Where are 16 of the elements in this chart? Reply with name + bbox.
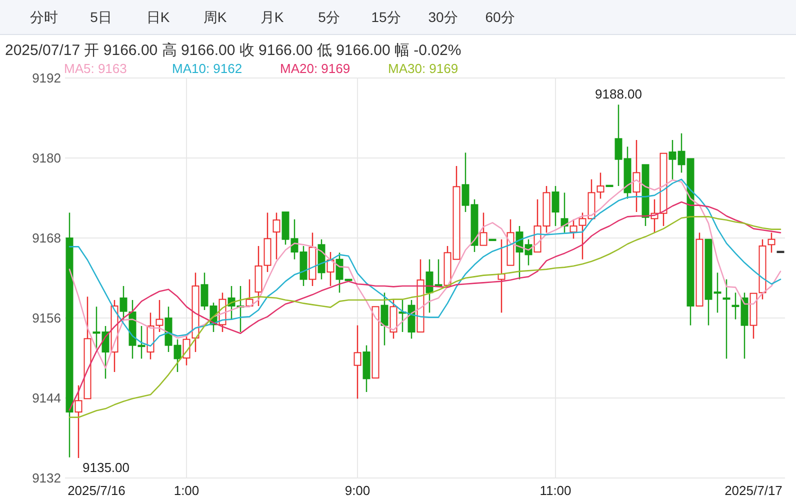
y-tick-label: 9132	[32, 470, 61, 486]
tabs: 分时 5日 日K 周K 月K 5分 15分 30分 60分	[0, 0, 796, 35]
x-tick-label: 11:00	[540, 483, 572, 498]
chart-subtitle: 2025/07/17 开 9166.00 高 9166.00 收 9166.00 低 9166.00 幅 -0.02%	[5, 42, 462, 59]
y-tick-label: 9180	[32, 150, 61, 166]
x-tick-label: 1:00	[174, 483, 200, 498]
y-tick-label: 9192	[32, 70, 61, 86]
y-tick-label: 9144	[32, 390, 61, 406]
legend: MA5: 9163 MA10: 9162 MA20: 9169 MA30: 9169	[64, 61, 458, 76]
x-tick-label: 9:00	[344, 483, 370, 498]
y-tick-label: 9168	[32, 230, 61, 246]
annotation: 9188.00	[595, 86, 642, 102]
annotation: 9135.00	[82, 460, 130, 475]
x-tick-label: 2025/7/17	[724, 483, 782, 498]
y-tick-label: 9156	[32, 310, 61, 326]
x-tick-label: 2025/7/16	[68, 483, 126, 498]
